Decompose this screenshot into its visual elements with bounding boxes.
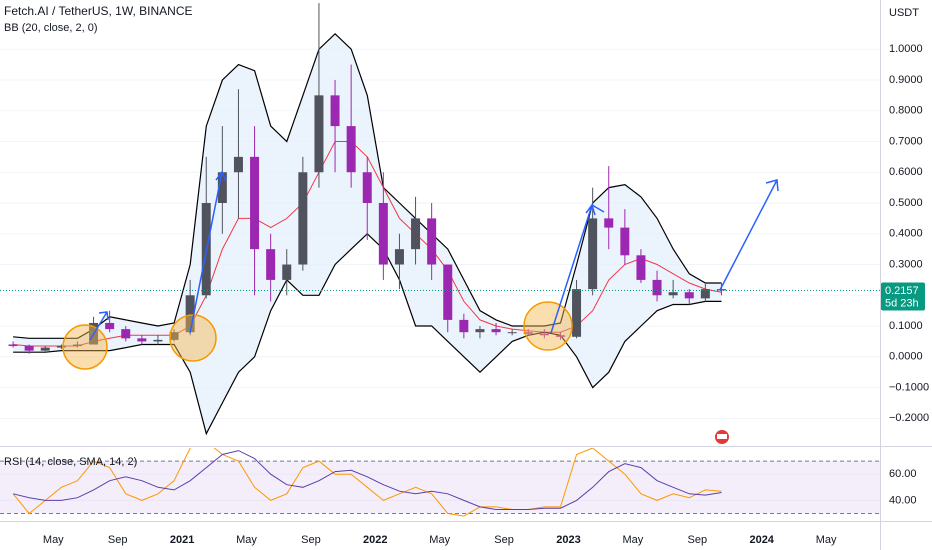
x-tick-label: May	[816, 534, 837, 546]
y-tick-label: 0.3000	[889, 258, 923, 270]
x-tick-label: 2023	[556, 534, 580, 546]
last-price-box	[881, 282, 925, 311]
rsi-band-fill	[0, 461, 880, 514]
candle-body	[282, 264, 292, 280]
candle-body	[539, 333, 549, 336]
candle-body	[169, 332, 179, 340]
candle-body	[443, 264, 453, 320]
highlight-circle	[523, 301, 573, 351]
y-tick-label: 0.8000	[889, 105, 923, 117]
annotations	[62, 170, 779, 444]
price-pane	[0, 3, 880, 436]
candle-body	[24, 346, 34, 351]
axes: May Sep 2021 May Sep 2022 May Sep 2023 May Sep 2024…	[43, 43, 929, 546]
candle-body	[250, 156, 260, 250]
arrow	[189, 170, 227, 334]
candle-body	[411, 218, 421, 250]
x-tick-label: May	[429, 534, 450, 546]
candle-body	[588, 218, 598, 290]
candle-body	[298, 172, 308, 265]
candle-body	[314, 95, 324, 173]
candle-body	[217, 172, 227, 204]
x-tick-label: 2024	[749, 534, 774, 546]
highlight-circle	[62, 324, 108, 370]
candle-body	[330, 95, 340, 127]
y-tick-label: 0.0000	[889, 351, 923, 363]
candle-body	[56, 346, 66, 348]
candle-body	[716, 289, 726, 291]
y-tick-label: 1.0000	[889, 43, 923, 55]
candle-body	[604, 218, 614, 228]
candle-body	[362, 172, 372, 204]
x-tick-label: 2022	[363, 534, 387, 546]
candle-body	[491, 329, 501, 333]
countdown-label: 5d 23h	[885, 297, 919, 309]
candle-body	[185, 295, 195, 333]
y-tick-label: 0.5000	[889, 197, 923, 209]
y-tick-label: 60.00	[889, 468, 917, 480]
candle-body	[153, 339, 163, 342]
x-tick-label: Sep	[108, 534, 128, 546]
x-tick-label: Sep	[688, 534, 708, 546]
line	[13, 32, 722, 339]
x-tick-label: Sep	[301, 534, 321, 546]
candle-body	[652, 279, 662, 296]
candle-body	[572, 289, 582, 337]
highlight-circle	[169, 314, 217, 362]
arrow	[719, 179, 779, 291]
candle-body	[233, 156, 243, 173]
event-flag-detail	[717, 434, 727, 439]
candle-body	[507, 332, 517, 334]
last-price-label: 0.2157	[885, 285, 919, 297]
x-tick-label: 2021	[170, 534, 194, 546]
candle-body	[475, 329, 485, 333]
chart-title: Fetch.AI / TetherUS, 1W, BINANCE	[4, 4, 193, 18]
y-tick-label: 40.00	[889, 494, 917, 506]
y-tick-label: 0.9000	[889, 74, 923, 86]
arrow	[89, 311, 109, 341]
candle-body	[394, 249, 404, 265]
indicator-label: BB (20, close, 2, 0)	[4, 22, 98, 34]
x-tick-label: May	[623, 534, 644, 546]
candle-body	[523, 332, 533, 334]
y-tick-label: −0.1000	[889, 381, 929, 393]
arrows	[89, 170, 779, 341]
candle-body	[8, 344, 18, 347]
candle-body	[121, 329, 131, 339]
candle-body	[378, 203, 388, 265]
line	[12, 450, 722, 510]
candle-body	[346, 126, 356, 173]
y-tick-label: 0.1000	[889, 320, 923, 332]
candle-body	[620, 227, 630, 256]
candle-body	[684, 292, 694, 299]
candle-body	[72, 344, 82, 347]
candle-body	[459, 319, 469, 333]
y-tick-label: 0.7000	[889, 135, 923, 147]
rsi-label: RSI (14, close, SMA, 14, 2)	[4, 456, 137, 468]
candle-body	[668, 292, 678, 296]
y-tick-label: 0.6000	[889, 166, 923, 178]
candle-body	[40, 347, 50, 351]
candle-body	[137, 338, 147, 342]
candle-body	[427, 218, 437, 265]
candle-body	[700, 289, 710, 299]
y-tick-label: −0.2000	[889, 412, 929, 424]
line	[12, 448, 722, 517]
rsi-pane	[0, 448, 880, 517]
arrow	[550, 203, 605, 334]
candle-body	[636, 255, 646, 280]
x-tick-label: May	[236, 534, 257, 546]
y-tick-label: 0.4000	[889, 228, 923, 240]
candle-body	[555, 335, 565, 337]
candle-body	[266, 249, 276, 280]
x-tick-label: May	[43, 534, 64, 546]
currency-label: USDT	[889, 7, 919, 19]
candle-body	[105, 322, 115, 330]
x-tick-label: Sep	[494, 534, 514, 546]
